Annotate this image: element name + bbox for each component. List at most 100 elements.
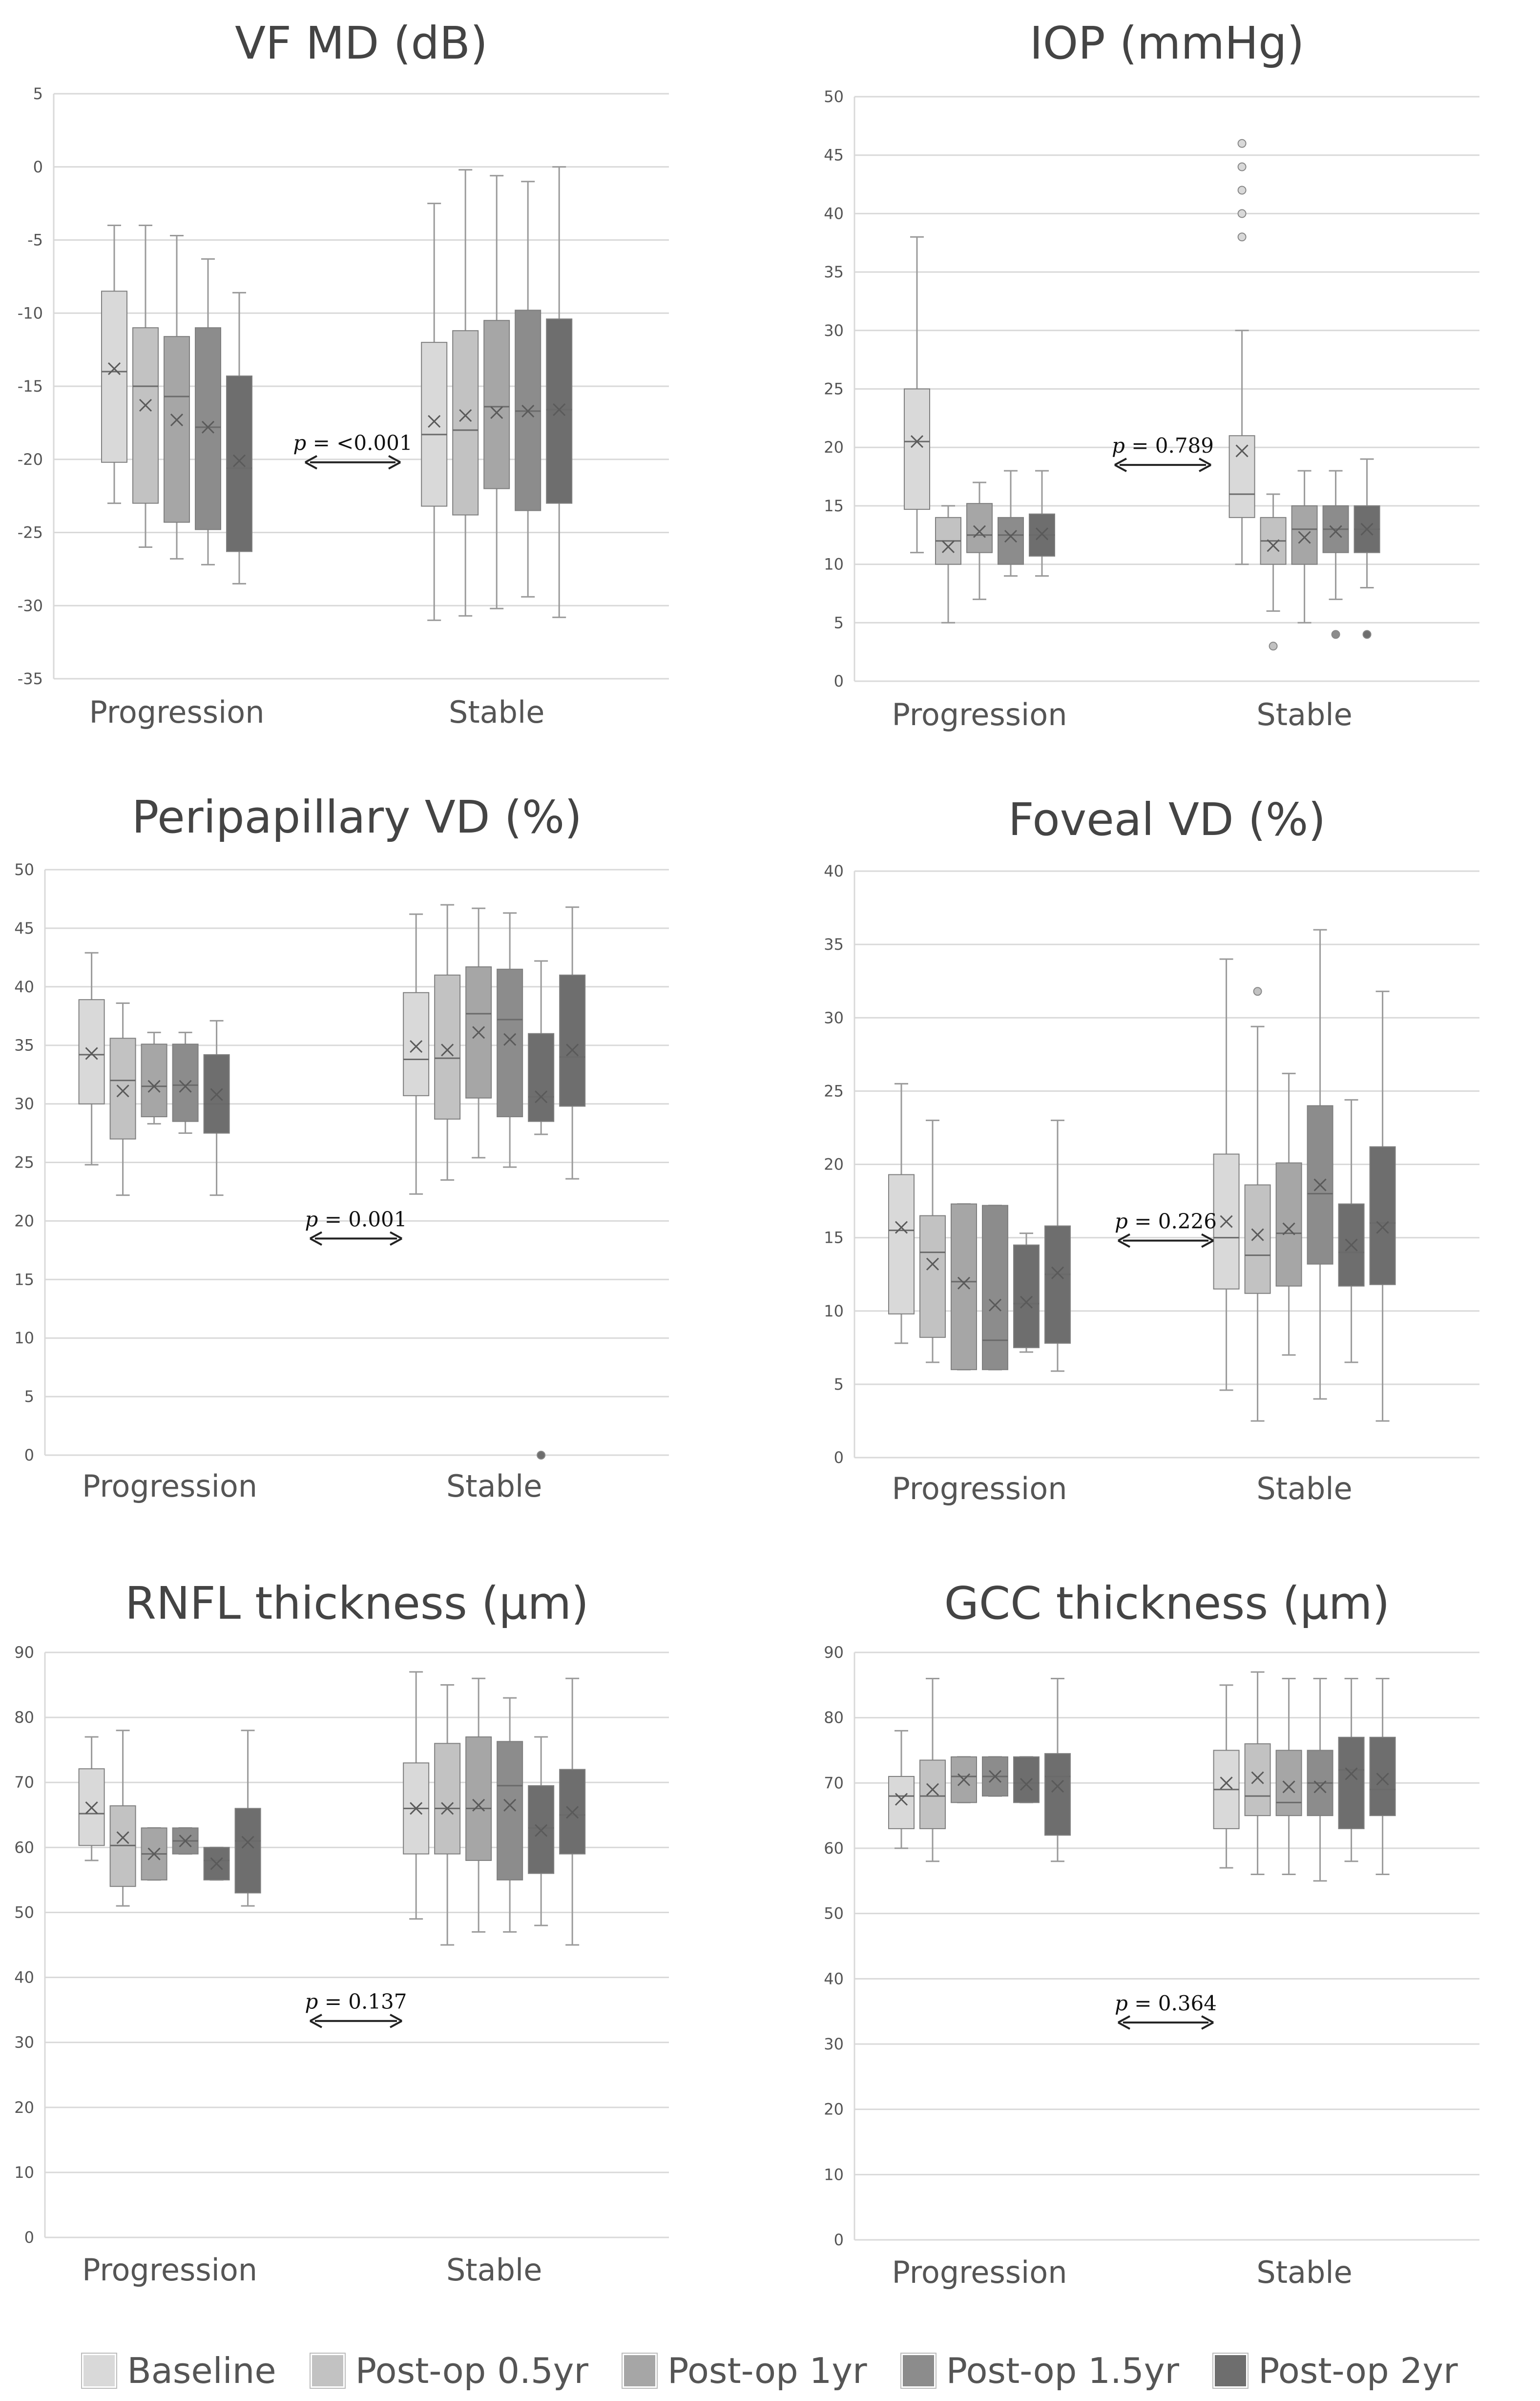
box-body (528, 1033, 555, 1122)
mean-marker (988, 1298, 1002, 1312)
box-post-op-1-5yr-stable (1322, 470, 1349, 639)
y-tick-label: 35 (824, 263, 844, 281)
category-label: Stable (446, 1468, 542, 1504)
y-tick-label: 0 (834, 1448, 844, 1467)
y-tick-label: 0 (33, 158, 43, 176)
mean-marker (1220, 1776, 1233, 1790)
chart-title: RNFL thickness (μm) (125, 1577, 589, 1629)
mean-marker (210, 1088, 223, 1101)
legend-label: Post-op 2yr (1258, 2350, 1458, 2391)
box-body (132, 327, 159, 504)
y-tick-label: 20 (824, 438, 844, 457)
mean-marker (535, 1824, 548, 1837)
y-tick-label: 30 (824, 2035, 844, 2053)
box-post-op-1yr-stable (1275, 1072, 1302, 1356)
box-baseline-stable (421, 203, 448, 621)
box-body (1275, 1750, 1302, 1816)
y-tick-label: 35 (824, 935, 844, 954)
p-value-text: p = <0.001 (293, 431, 412, 455)
y-tick-label: 20 (824, 2100, 844, 2119)
mean-marker (553, 403, 566, 416)
y-tick-label: 15 (14, 1270, 34, 1289)
box-body (1244, 1184, 1271, 1294)
box-body (1338, 1736, 1365, 1829)
y-tick-label: 40 (824, 1969, 844, 1988)
box-post-op-2yr-stable (1369, 990, 1396, 1422)
legend: Baseline Post-op 0.5yr Post-op 1yr Post-op … (0, 2344, 1540, 2398)
mean-marker (1251, 1771, 1264, 1784)
box-post-op-1yr-stable (1291, 470, 1318, 624)
y-tick-label: 10 (14, 2163, 34, 2182)
box-body (465, 1736, 492, 1861)
category-label: Stable (449, 694, 544, 730)
y-tick-label: 0 (24, 2228, 34, 2247)
box-post-op-0-5yr-stable (434, 1684, 461, 1946)
mean-marker (910, 435, 924, 448)
box-post-op-0-5yr-stable (1244, 987, 1271, 1422)
chart-panel-vf-md-db: VF MD (dB) 5 0 -5 -10 -15 -20 -25 -30 -35 Progress… (18, 17, 669, 730)
mean-marker (521, 404, 535, 418)
box-post-op-1yr-progression (141, 1031, 167, 1125)
box-baseline-progression (78, 1736, 105, 1861)
p-value-annotation: p = 0.364 (1115, 1991, 1217, 2030)
box-post-op-1-5yr-stable (497, 1697, 523, 1933)
p-value-annotation: p = 0.226 (1115, 1210, 1217, 1248)
box-post-op-2yr-progression (1013, 1756, 1040, 1803)
category-label: Progression (892, 697, 1067, 732)
y-tick-label: 35 (14, 1036, 34, 1055)
box-post-op-1yr-progression (966, 481, 993, 600)
chart-title: GCC thickness (μm) (944, 1577, 1390, 1629)
p-value-annotation: p = <0.001 (293, 431, 413, 470)
arrow-head-left (305, 455, 317, 470)
legend-item-post-op-1yr: Post-op 1yr (622, 2350, 867, 2391)
legend-label: Post-op 0.5yr (355, 2350, 588, 2391)
y-tick-label: 50 (824, 87, 844, 106)
y-tick-label: 60 (14, 1838, 34, 1857)
mean-marker (1267, 539, 1280, 552)
mean-marker (147, 1847, 161, 1860)
outlier-point (1362, 630, 1372, 639)
box-post-op-0-5yr-stable (452, 169, 479, 617)
box-body (78, 999, 105, 1105)
box-body (1369, 1146, 1396, 1285)
y-tick-label: -15 (18, 377, 43, 396)
outlier-point (1253, 987, 1262, 996)
outlier-point (1331, 630, 1340, 639)
box-post-op-1-5yr-stable (1307, 1677, 1333, 1882)
y-tick-label: 50 (14, 1903, 34, 1921)
mean-marker (441, 1802, 454, 1815)
box-body (434, 1743, 461, 1855)
y-tick-label: 40 (14, 978, 34, 996)
mean-marker (895, 1221, 908, 1234)
box-body (109, 1038, 136, 1140)
y-tick-label: 30 (14, 1095, 34, 1113)
category-label: Progression (82, 1468, 257, 1504)
box-post-op-1yr-stable (465, 1677, 492, 1933)
box-body (888, 1775, 915, 1829)
box-body (1291, 505, 1318, 565)
arrow-head-right (1199, 458, 1211, 472)
y-tick-label: 45 (14, 919, 34, 938)
box-post-op-1-5yr-progression (195, 258, 221, 565)
arrow-head-left (1114, 458, 1127, 472)
mean-marker (1035, 527, 1049, 541)
y-tick-label: 40 (824, 204, 844, 223)
category-label: Stable (446, 2252, 542, 2288)
mean-marker (85, 1801, 98, 1815)
box-post-op-1yr-progression (951, 1756, 977, 1803)
chart-title: Foveal VD (%) (1008, 793, 1326, 846)
box-baseline-stable (1213, 1684, 1240, 1869)
box-post-op-0-5yr-stable (1260, 493, 1287, 651)
chart-panel-peripapillary-vd: Peripapillary VD (%)50454035302520151050… (14, 791, 669, 1504)
mean-marker (1282, 1222, 1295, 1235)
y-tick-label: 30 (824, 321, 844, 340)
box-post-op-2yr-stable (559, 1677, 586, 1946)
mean-marker (441, 1044, 454, 1057)
y-tick-label: 70 (14, 1773, 34, 1792)
chart-title: IOP (mmHg) (1030, 17, 1305, 69)
outlier-point (537, 1451, 546, 1460)
outlier-point (1237, 139, 1247, 148)
box-body (904, 388, 930, 510)
mean-marker (210, 1857, 223, 1870)
box-baseline-stable (1228, 139, 1255, 565)
